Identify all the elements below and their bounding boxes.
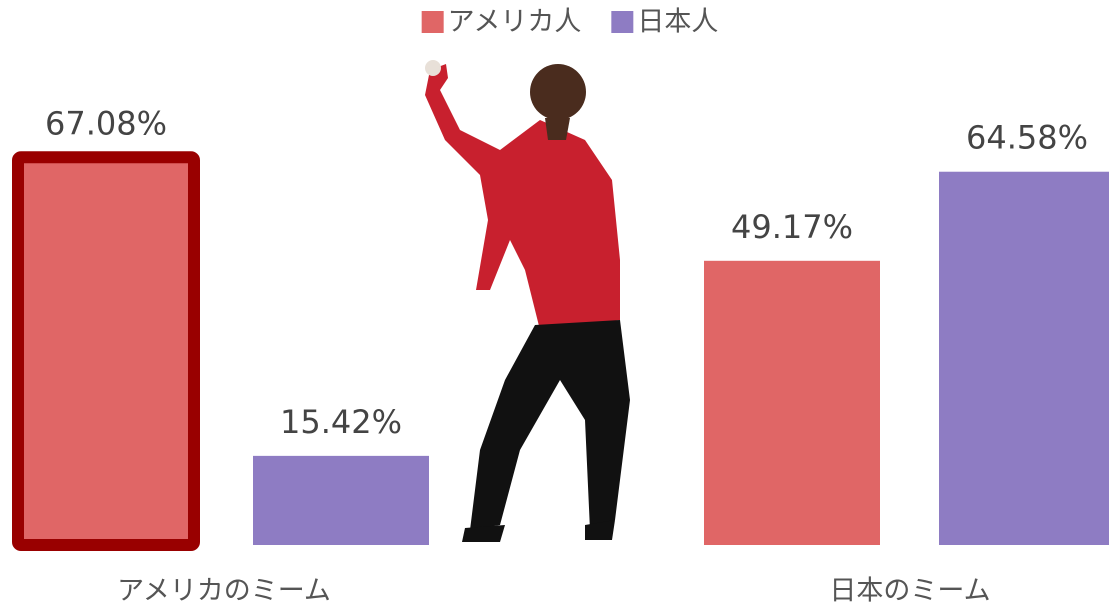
value-label: 67.08% <box>45 104 167 142</box>
bar <box>253 455 429 545</box>
bar <box>939 171 1109 545</box>
dancer-figure <box>425 60 630 542</box>
value-label: 15.42% <box>280 403 402 441</box>
x-tick-label: 日本のミーム <box>829 576 990 607</box>
x-tick-label: アメリカのミーム <box>117 576 331 607</box>
bar <box>704 260 880 545</box>
legend-label: 日本人 <box>637 7 718 38</box>
legend-swatch <box>611 11 634 33</box>
legend-label: アメリカ人 <box>448 7 582 38</box>
value-label: 64.58% <box>966 119 1088 157</box>
value-label: 49.17% <box>731 208 853 246</box>
bar <box>12 151 200 552</box>
legend-swatch <box>421 11 444 33</box>
